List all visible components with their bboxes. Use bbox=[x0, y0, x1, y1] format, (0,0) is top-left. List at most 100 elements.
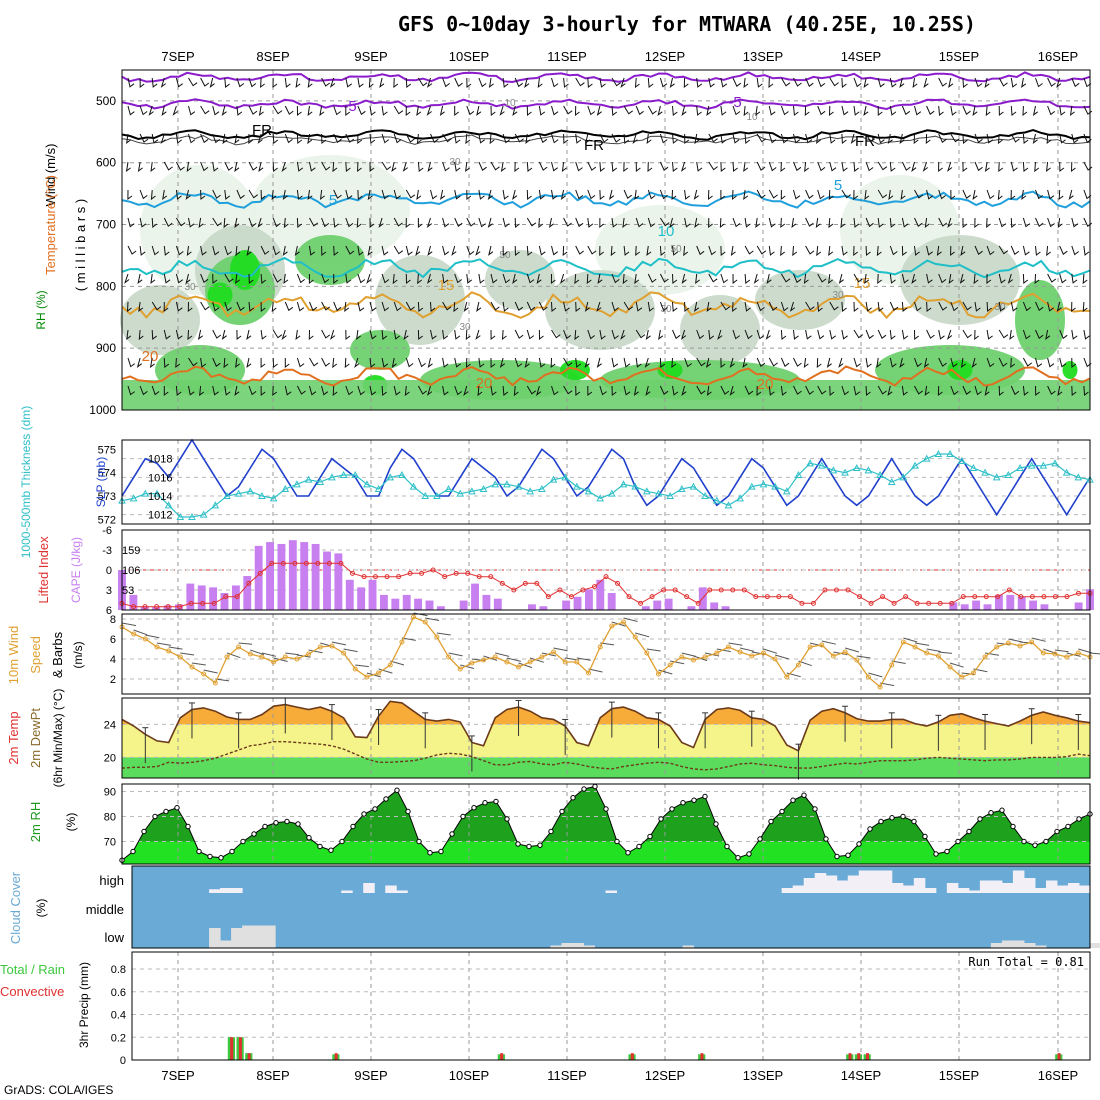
thickness-marker bbox=[782, 487, 791, 495]
slp-line bbox=[121, 438, 1091, 517]
isotherm-label-2: FR bbox=[252, 122, 272, 139]
rh2m-mask bbox=[122, 784, 1090, 861]
wind-barb bbox=[587, 77, 593, 88]
wind-barb bbox=[284, 301, 294, 312]
lifted-index-marker bbox=[638, 600, 644, 606]
rh2m-marker bbox=[559, 808, 565, 815]
wind-barb bbox=[959, 273, 965, 284]
wind10-barb bbox=[168, 646, 183, 650]
isotherm-freezing bbox=[121, 129, 1091, 141]
wind-barb bbox=[272, 245, 280, 256]
wind-barb bbox=[442, 217, 450, 228]
thickness-marker bbox=[631, 482, 639, 490]
rh-shade-19 bbox=[1015, 280, 1065, 360]
wind-barb bbox=[912, 77, 918, 89]
rh2m-ylabel: 2m RH bbox=[28, 802, 43, 842]
thickness-marker bbox=[246, 487, 255, 495]
wind-barb bbox=[381, 329, 388, 340]
cloud-high-bar bbox=[957, 888, 970, 893]
wind-barb bbox=[514, 77, 523, 88]
wind-barb bbox=[937, 385, 943, 397]
cloud-high-bar bbox=[946, 883, 959, 893]
wind-barb bbox=[877, 273, 882, 285]
wind-barb bbox=[478, 217, 486, 228]
wind10-marker bbox=[900, 639, 906, 645]
wind-barb bbox=[853, 273, 863, 283]
wind-barb bbox=[938, 133, 947, 143]
wind-barb bbox=[926, 301, 932, 312]
wind-barb bbox=[345, 329, 351, 340]
wind-barb bbox=[922, 161, 928, 172]
wind-barb bbox=[680, 329, 687, 340]
wind-barb bbox=[877, 133, 885, 144]
wind10-barb bbox=[915, 642, 930, 646]
lifted-index-marker bbox=[557, 587, 563, 593]
rh2m-marker bbox=[438, 848, 444, 855]
wind-barb bbox=[236, 329, 242, 340]
wind-barb bbox=[633, 385, 639, 396]
thickness-marker bbox=[258, 491, 266, 499]
thickness-marker bbox=[421, 491, 430, 499]
rh-shade-9 bbox=[900, 235, 1020, 325]
wind-barb bbox=[684, 189, 690, 200]
rh2m-marker bbox=[614, 838, 620, 845]
wind-barb bbox=[490, 329, 496, 340]
wind-barb bbox=[623, 189, 632, 199]
wind-barb bbox=[321, 385, 329, 396]
wind-barb bbox=[732, 301, 737, 313]
wind-barb bbox=[850, 133, 856, 144]
wind10-tick-2: 4 bbox=[110, 654, 116, 666]
wind-barb bbox=[440, 189, 446, 200]
wind-barb bbox=[272, 161, 278, 172]
wind-barb bbox=[1071, 329, 1078, 340]
wind-barb bbox=[272, 357, 278, 368]
cloud-low-bar bbox=[550, 945, 562, 948]
wind-barb bbox=[272, 329, 283, 339]
lifted-index-marker bbox=[995, 594, 1001, 600]
wind-barb bbox=[1069, 105, 1075, 117]
wind10-marker bbox=[609, 623, 615, 629]
wind-barb bbox=[635, 357, 642, 368]
wind-barb bbox=[1009, 329, 1015, 341]
thickness-marker bbox=[946, 449, 954, 457]
wind-barb bbox=[330, 329, 336, 340]
wind-barb bbox=[853, 217, 860, 228]
wind-barb bbox=[634, 273, 640, 285]
rh2m-marker bbox=[944, 848, 950, 855]
wind10-barb bbox=[285, 652, 299, 656]
wind-barb bbox=[512, 189, 518, 200]
wind-barb bbox=[1022, 273, 1029, 284]
wind-barb bbox=[188, 357, 198, 367]
wind-barb bbox=[427, 245, 433, 256]
wind-barb bbox=[720, 245, 726, 256]
wind10-barb bbox=[926, 648, 941, 652]
rh2m-marker bbox=[383, 796, 389, 802]
wind-barb bbox=[550, 273, 556, 285]
wind-barb bbox=[914, 385, 923, 395]
wind-barb bbox=[296, 133, 303, 144]
wind-barb bbox=[1045, 329, 1051, 340]
wind-barb bbox=[442, 77, 450, 88]
wind-barb bbox=[877, 329, 887, 339]
thickness-marker bbox=[386, 473, 395, 481]
upper-wind-barbs bbox=[124, 77, 1093, 397]
wind-barb bbox=[950, 385, 959, 396]
wind-barb bbox=[780, 161, 786, 173]
wind-barb bbox=[271, 189, 277, 200]
rh2m-marker bbox=[933, 851, 939, 857]
wind-barb bbox=[672, 301, 678, 312]
wind-barb bbox=[284, 105, 294, 115]
wind10-tick-0: 8 bbox=[110, 614, 116, 626]
cape-bar bbox=[471, 583, 479, 610]
wind10-marker bbox=[889, 662, 895, 668]
wind-barb bbox=[175, 273, 183, 284]
rh-contour-label-3: 50 bbox=[499, 250, 511, 261]
wind-barb bbox=[853, 385, 861, 396]
wind-barb bbox=[466, 77, 472, 88]
wind-barb bbox=[357, 245, 364, 256]
wind-barb bbox=[416, 133, 422, 145]
wind-barb bbox=[950, 189, 956, 200]
wind-barb bbox=[538, 133, 548, 144]
wind-barb bbox=[793, 385, 802, 395]
wind-barb bbox=[611, 77, 621, 87]
